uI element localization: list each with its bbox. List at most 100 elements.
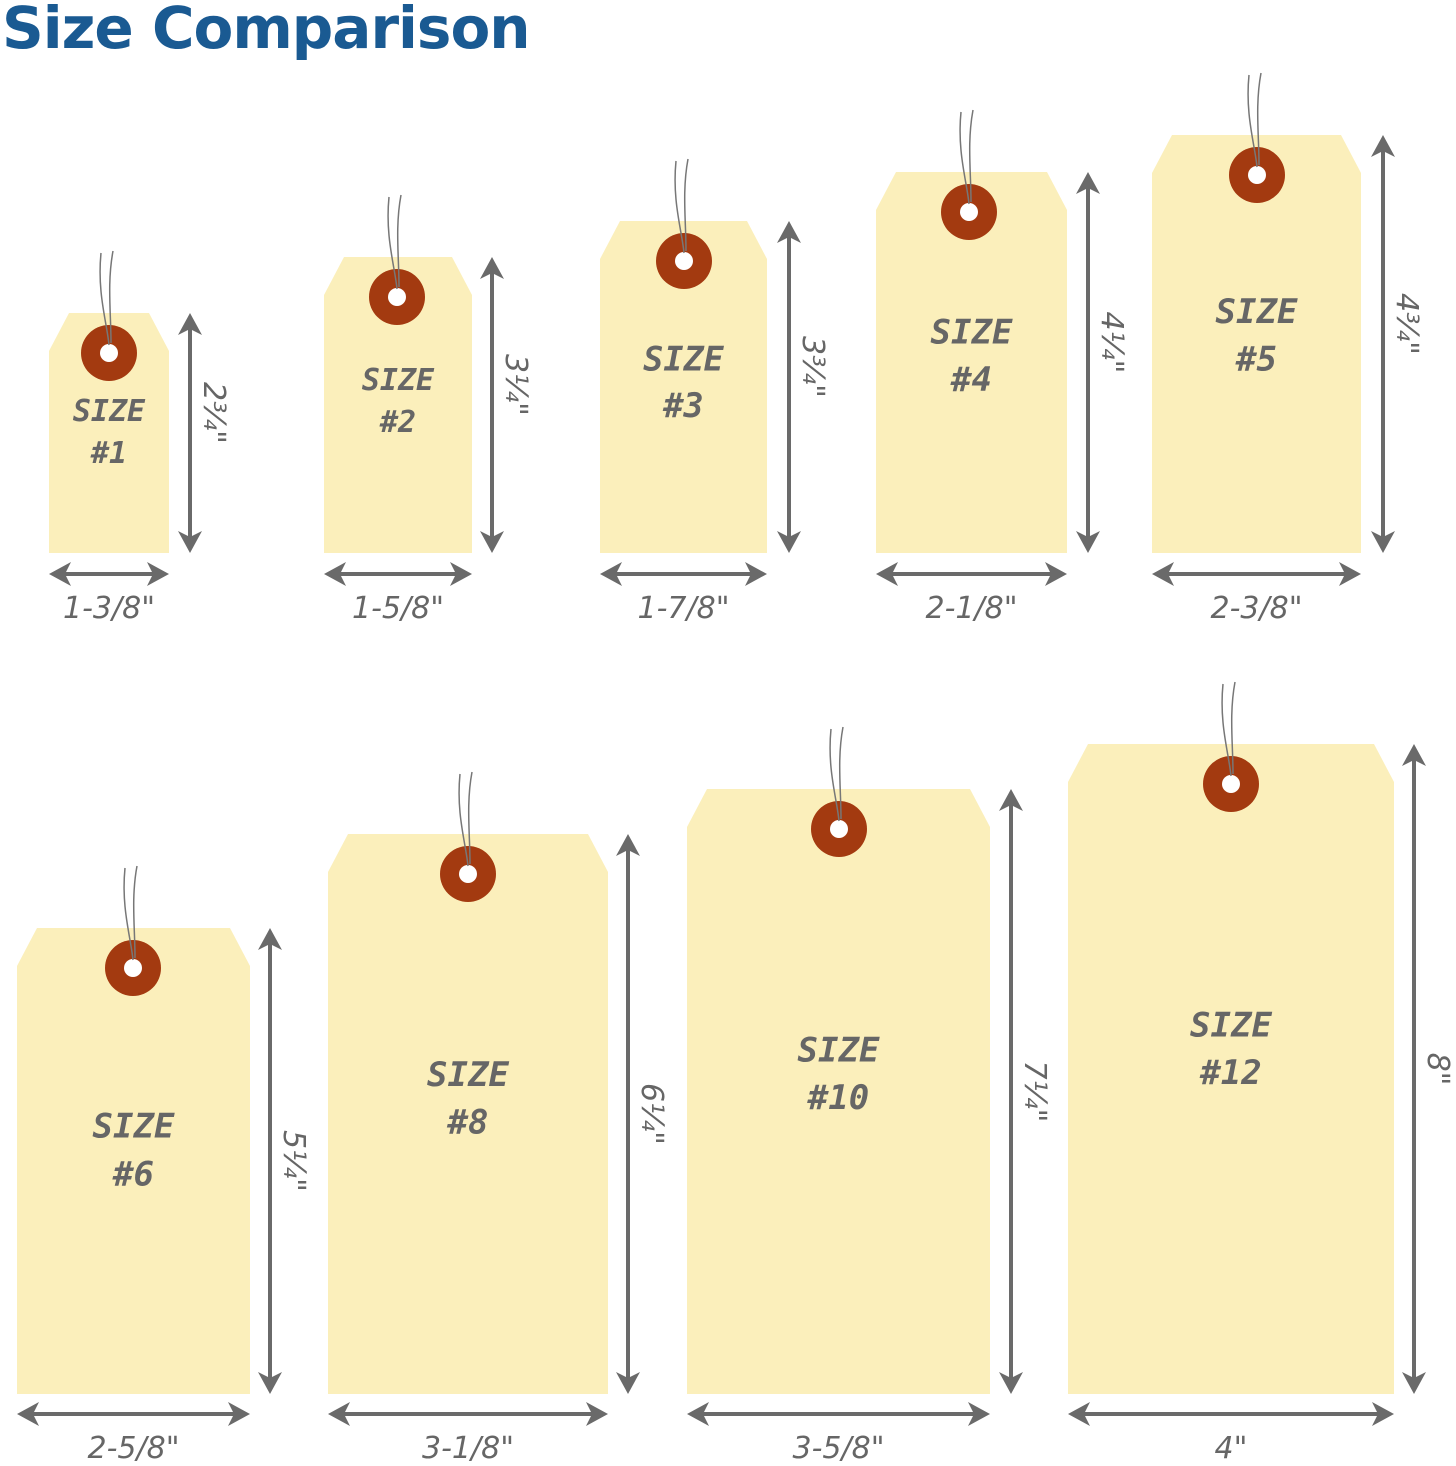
arrowhead-icon [745,562,767,586]
width-arrow [328,1402,608,1426]
tag-body [687,789,990,1394]
arrowhead-icon [600,562,622,586]
tag-body [1068,744,1394,1394]
width-arrow [49,562,169,586]
tag-6: SIZE #8 6¼" 3-1/8" [328,771,669,1466]
arrowhead-icon [999,789,1023,811]
string-wire [458,771,473,867]
string-wire [674,158,689,254]
tag-body [17,928,250,1394]
tag-2: SIZE #3 3¾" 1-7/8" [600,158,830,626]
tag-5: SIZE #6 5¼" 2-5/8" [17,865,311,1466]
arrowhead-icon [258,1372,282,1394]
height-label: 7¼" [1017,1061,1052,1123]
arrowhead-icon [324,562,346,586]
arrowhead-icon [876,562,898,586]
height-label: 2¾" [196,382,231,444]
string-wire [123,865,138,961]
string-wire [829,726,844,822]
tag-0: SIZE #1 2¾" 1-3/8" [49,250,231,626]
width-arrow [876,562,1067,586]
string-wire [1247,72,1262,168]
width-arrow [17,1402,250,1426]
width-arrow [1068,1402,1394,1426]
arrowhead-icon [1372,1402,1394,1426]
arrowhead-icon [616,834,640,856]
height-label: 3¼" [498,354,533,416]
tag-hole [675,252,693,270]
string-wire [959,109,974,205]
tag-body [324,257,472,553]
arrowhead-icon [1371,135,1395,157]
arrowhead-icon [968,1402,990,1426]
arrowhead-icon [147,562,169,586]
tag-size-word: SIZE [427,1055,509,1095]
height-label: 5¼" [276,1130,311,1192]
tag-size-number: #6 [112,1154,154,1194]
arrowhead-icon [1339,562,1361,586]
tag-size-word: SIZE [798,1030,880,1070]
arrowhead-icon [777,531,801,553]
height-arrow [1402,744,1426,1394]
tag-hole [388,288,406,306]
width-arrow [600,562,767,586]
height-arrow [178,313,202,553]
height-arrow [1371,135,1395,553]
arrowhead-icon [616,1372,640,1394]
tag-8: SIZE #12 8" 4" [1068,681,1455,1466]
height-label: 4¼" [1094,312,1129,374]
tag-size-number: #2 [379,405,416,440]
tag-body [328,834,608,1394]
width-label: 3-1/8" [422,1431,514,1466]
height-arrow [1076,172,1100,553]
arrowhead-icon [228,1402,250,1426]
page-title: Size Comparison [2,0,531,62]
arrowhead-icon [450,562,472,586]
arrowhead-icon [1076,172,1100,194]
tag-1: SIZE #2 3¼" 1-5/8" [324,194,533,626]
arrowhead-icon [258,928,282,950]
arrowhead-icon [1152,562,1174,586]
tag-size-word: SIZE [1216,292,1298,332]
width-label: 1-3/8" [63,591,155,626]
arrowhead-icon [178,531,202,553]
arrowhead-icon [328,1402,350,1426]
arrowhead-icon [999,1372,1023,1394]
height-arrow [480,257,504,553]
height-arrow [258,928,282,1394]
width-label: 2-5/8" [88,1431,180,1466]
tag-3: SIZE #4 4¼" 2-1/8" [876,109,1129,626]
tag-hole [960,203,978,221]
arrowhead-icon [1402,744,1426,766]
tag-hole [830,820,848,838]
arrowhead-icon [687,1402,709,1426]
width-label: 1-7/8" [638,591,730,626]
width-label: 3-5/8" [793,1431,885,1466]
height-label: 6¼" [634,1083,669,1145]
tag-size-number: #4 [950,360,992,400]
tag-hole [1222,775,1240,793]
tag-size-number: #8 [447,1103,489,1143]
arrowhead-icon [1076,531,1100,553]
tag-4: SIZE #5 4¾" 2-3/8" [1152,72,1424,626]
tag-size-word: SIZE [1190,1006,1272,1046]
arrowhead-icon [1045,562,1067,586]
arrowhead-icon [178,313,202,335]
height-arrow [999,789,1023,1394]
tag-size-word: SIZE [931,312,1013,352]
tag-body [876,172,1067,553]
arrowhead-icon [480,531,504,553]
arrowhead-icon [777,221,801,243]
arrowhead-icon [49,562,71,586]
arrowhead-icon [586,1402,608,1426]
tag-7: SIZE #10 7¼" 3-5/8" [687,726,1052,1466]
arrowhead-icon [17,1402,39,1426]
arrowhead-icon [1068,1402,1090,1426]
tag-hole [459,865,477,883]
width-arrow [324,562,472,586]
height-label: 8" [1420,1053,1455,1086]
tag-body [1152,135,1361,553]
arrowhead-icon [1371,531,1395,553]
height-arrow [616,834,640,1394]
